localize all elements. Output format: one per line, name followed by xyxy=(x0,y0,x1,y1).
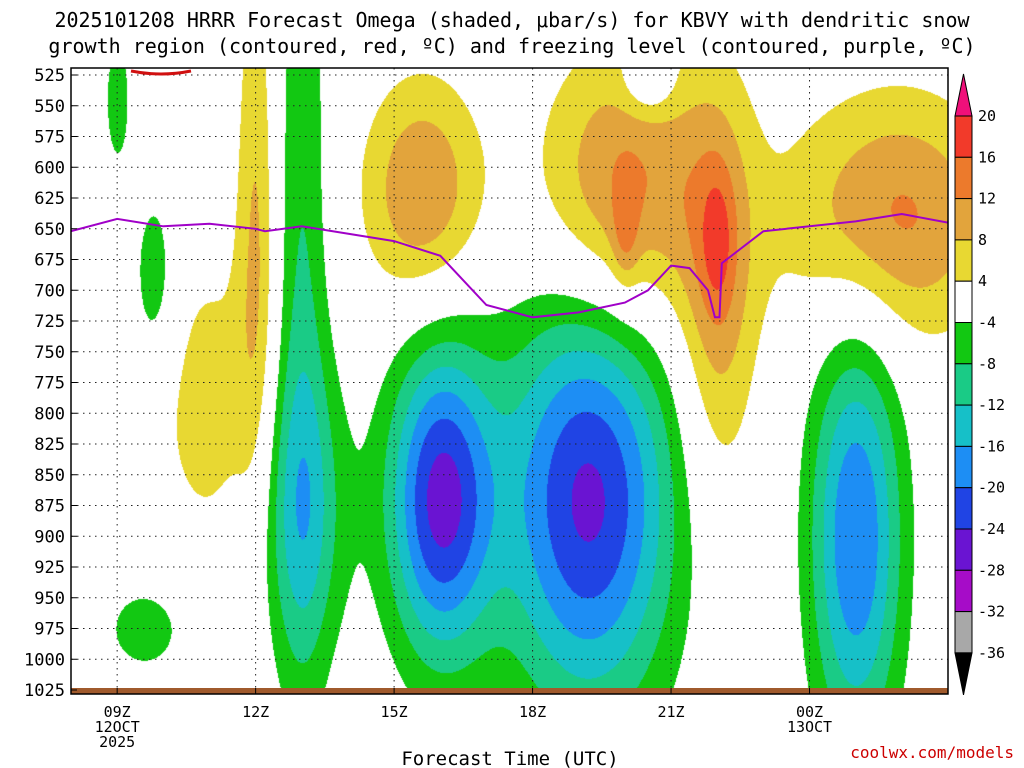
colorbar-bin xyxy=(954,239,973,282)
y-tick-label: 975 xyxy=(34,620,65,640)
y-tick-label: 525 xyxy=(34,66,65,86)
x-tick-label: 09Z xyxy=(104,703,131,721)
y-tick-label: 675 xyxy=(34,251,65,271)
colorbar-label: -36 xyxy=(978,644,1005,662)
colorbar-bottom-arrow xyxy=(954,652,973,695)
omega-shading-frame xyxy=(71,68,948,694)
grid xyxy=(71,68,948,694)
dendritic-growth-contour xyxy=(130,69,192,76)
x-tick-label: 15Z xyxy=(381,703,408,721)
surface-ground-band xyxy=(71,688,948,694)
x-tick-label: 21Z xyxy=(658,703,685,721)
colorbar-bin xyxy=(954,528,973,571)
colorbar-label: -20 xyxy=(978,479,1005,497)
colorbar-bin xyxy=(954,404,973,447)
colorbar-label: -32 xyxy=(978,603,1005,621)
y-tick-label: 800 xyxy=(34,404,65,424)
y-axis: 525 550 575 600 625 650 675 700 725 750 775 800 825 8… xyxy=(24,66,77,701)
x-axis-label: Forecast Time (UTC) xyxy=(401,748,618,768)
chart-title-line2: growth region (contoured, red, ºC) and f… xyxy=(48,34,975,58)
colorbar-bin xyxy=(954,363,973,406)
credit-text: coolwx.com/models xyxy=(850,743,1014,762)
y-tick-label: 625 xyxy=(34,189,65,209)
y-tick-label: 925 xyxy=(34,558,65,578)
colorbar-bin xyxy=(954,280,973,324)
colorbar-label: -8 xyxy=(978,355,996,373)
chart-title-line1: 2025101208 HRRR Forecast Omega (shaded, … xyxy=(54,8,970,32)
y-tick-label: 575 xyxy=(34,128,65,148)
y-tick-label: 650 xyxy=(34,220,65,240)
colorbar-label: -12 xyxy=(978,396,1005,414)
x-tick-label: 18Z xyxy=(519,703,546,721)
colorbar-label: 20 xyxy=(978,107,996,125)
colorbar-bin xyxy=(954,445,973,489)
freezing-level-contour xyxy=(71,212,948,319)
y-tick-label: 600 xyxy=(34,158,65,178)
colorbar-label: 4 xyxy=(978,272,987,290)
y-tick-label: 700 xyxy=(34,281,65,301)
y-tick-label: 950 xyxy=(34,589,65,609)
x-tick-label: 12Z xyxy=(242,703,269,721)
colorbar-bin xyxy=(954,198,973,241)
plot-area xyxy=(71,68,948,694)
omega-shading xyxy=(71,68,948,694)
colorbar-bin xyxy=(954,115,973,158)
y-tick-label: 550 xyxy=(34,97,65,117)
y-tick-label: 725 xyxy=(34,312,65,332)
y-tick-label: 875 xyxy=(34,497,65,517)
y-tick-label: 750 xyxy=(34,343,65,363)
colorbar-label: -16 xyxy=(978,437,1005,455)
colorbar-label: -28 xyxy=(978,561,1005,579)
colorbar: 20 16 12 8 4 -4 -8 -12 -16 -20 -24 -28 -32 -36 xyxy=(954,73,1005,695)
colorbar-top-arrow xyxy=(954,73,973,117)
colorbar-label: -24 xyxy=(978,520,1005,538)
x-tick-label: 00Z xyxy=(796,703,823,721)
colorbar-label: -4 xyxy=(978,314,996,332)
colorbar-label: 8 xyxy=(978,231,987,249)
colorbar-bin xyxy=(954,487,973,530)
colorbar-bin xyxy=(954,156,973,200)
x-tick-label: 13OCT xyxy=(787,718,832,736)
x-tick-label: 2025 xyxy=(99,733,135,751)
y-tick-label: 850 xyxy=(34,466,65,486)
y-tick-label: 1000 xyxy=(24,650,65,670)
y-tick-label: 825 xyxy=(34,435,65,455)
colorbar-bin xyxy=(954,569,973,613)
colorbar-label: 16 xyxy=(978,148,996,166)
plot-frame xyxy=(70,67,949,695)
colorbar-bin xyxy=(954,322,973,365)
y-tick-label: 775 xyxy=(34,374,65,394)
y-tick-label: 900 xyxy=(34,527,65,547)
x-tick-label: 12OCT xyxy=(95,718,140,736)
colorbar-label: 12 xyxy=(978,190,996,208)
y-tick-label: 1025 xyxy=(24,681,65,701)
colorbar-bin xyxy=(954,611,973,654)
